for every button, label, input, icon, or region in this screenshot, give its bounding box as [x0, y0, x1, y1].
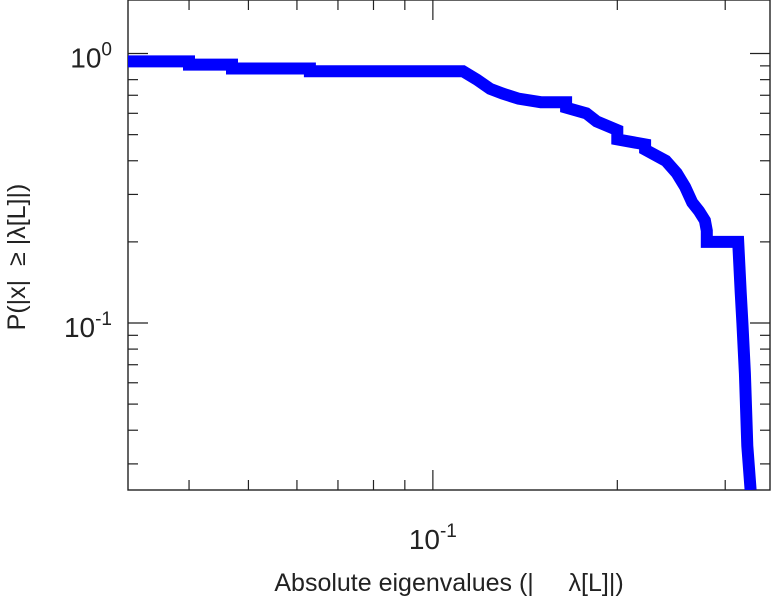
axis-ticks — [128, 0, 770, 490]
series-line — [128, 55, 757, 490]
x-axis-label: Absolute eigenvalues (| λ[L]|) — [274, 569, 623, 597]
plot-frame — [127, 0, 771, 491]
x-tick-label: 10-1 — [409, 521, 457, 555]
series-layer — [128, 55, 757, 490]
y-tick-label: 100 — [70, 40, 112, 74]
tick-labels: 10-1 100 10-1 — [64, 40, 457, 555]
y-tick-label: 10-1 — [64, 309, 112, 343]
y-axis-label: P(|x| ≥ |λ[L]|) — [3, 184, 31, 331]
